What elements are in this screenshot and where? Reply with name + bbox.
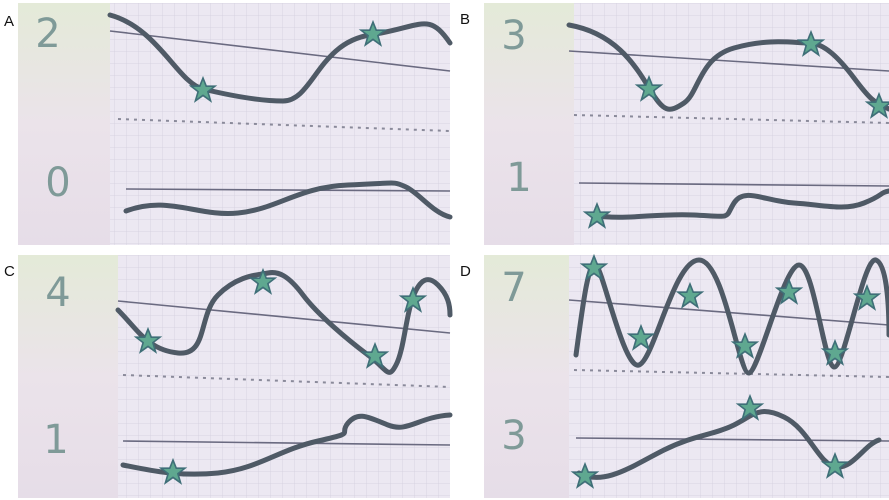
panel-label: B (460, 11, 470, 28)
top-number: 3 (501, 13, 526, 59)
panel: A 2 0 (4, 3, 453, 245)
panel-label: A (4, 13, 14, 30)
panel: D 7 3 (460, 255, 889, 498)
panel-label: C (4, 263, 15, 280)
top-number: 7 (501, 265, 526, 311)
bottom-number: 1 (506, 155, 531, 201)
panel: B 3 1 (460, 3, 889, 245)
bottom-number: 1 (43, 417, 68, 463)
bottom-number: 3 (501, 413, 526, 459)
panel-label: D (460, 263, 471, 280)
panel: C 4 1 (4, 255, 453, 498)
top-number: 2 (35, 11, 60, 57)
top-number: 4 (45, 270, 70, 316)
bottom-number: 0 (45, 160, 70, 206)
